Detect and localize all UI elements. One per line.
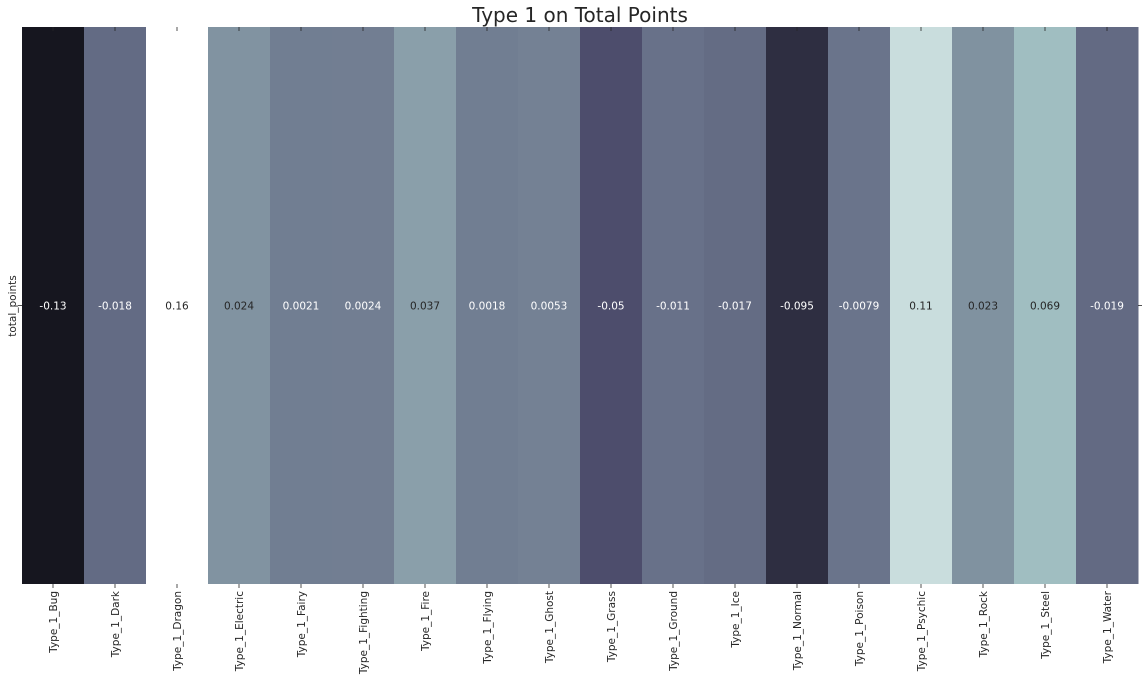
x-tick-label: Type_1_Poison — [854, 591, 866, 667]
cell-value-label: 0.0018 — [469, 301, 506, 313]
cell-value-label: -0.05 — [597, 301, 624, 313]
cell-value-label: 0.0021 — [283, 301, 320, 313]
x-tick-label: Type_1_Fairy — [296, 591, 308, 658]
heatmap-cell — [828, 27, 891, 584]
cell-value-label: -0.017 — [718, 301, 752, 313]
x-axis-ticks: Type_1_Bug Type_1_Dark Type_1_Dragon Type_1… — [18, 27, 1142, 675]
heatmap-cell — [580, 27, 643, 584]
cell-value-label: -0.095 — [780, 301, 814, 313]
x-tick-label: Type_1_Rock — [978, 590, 990, 658]
heatmap-cell — [22, 27, 85, 584]
y-tick-label: total_points — [7, 275, 19, 337]
cell-value-label: 0.0053 — [531, 301, 568, 313]
heatmap-cell — [332, 27, 395, 584]
heatmap-cell — [208, 27, 271, 584]
cell-value-label: -0.019 — [1090, 301, 1124, 313]
x-tick-label: Type_1_Grass — [606, 591, 618, 663]
x-tick-label: Type_1_Dragon — [172, 591, 184, 672]
cell-value-label: -0.0079 — [839, 301, 880, 313]
x-tick-label: Type_1_Water — [1102, 590, 1114, 664]
x-tick-label: Type_1_Ghost — [544, 591, 556, 664]
heatmap-cell — [146, 27, 209, 584]
cell-value-label: 0.023 — [968, 301, 998, 313]
heatmap-cell — [1076, 27, 1139, 584]
heatmap-cell — [766, 27, 829, 584]
x-tick-label: Type_1_Ice — [730, 591, 742, 649]
x-tick-label: Type_1_Electric — [234, 591, 246, 672]
cell-value-label: 0.037 — [410, 301, 440, 313]
cell-value-label: -0.13 — [39, 301, 66, 313]
x-tick-label: Type_1_Fighting — [358, 591, 370, 675]
heatmap-cells: -0.13 -0.018 0.16 0.024 0.0021 0.0024 0.037 0.0… — [22, 27, 1139, 584]
x-tick-label: Type_1_Fire — [420, 591, 432, 652]
heatmap-cell — [952, 27, 1015, 584]
heatmap-cell — [270, 27, 333, 584]
cell-value-label: 0.0024 — [345, 301, 382, 313]
x-tick-label: Type_1_Flying — [482, 591, 494, 665]
x-tick-label: Type_1_Ground — [668, 591, 680, 672]
cell-value-label: 0.11 — [909, 301, 932, 313]
heatmap-cell — [518, 27, 581, 584]
cell-value-label: 0.069 — [1030, 301, 1060, 313]
x-tick-label: Type_1_Psychic — [916, 591, 928, 672]
heatmap-cell — [890, 27, 953, 584]
x-tick-label: Type_1_Bug — [48, 591, 60, 654]
heatmap-cell — [84, 27, 147, 584]
heatmap-cell — [456, 27, 519, 584]
heatmap-cell — [642, 27, 705, 584]
heatmap-cell — [394, 27, 457, 584]
cell-value-label: 0.024 — [224, 301, 254, 313]
chart-title: Type 1 on Total Points — [471, 3, 688, 27]
x-tick-label: Type_1_Steel — [1040, 591, 1052, 660]
heatmap-cell — [1014, 27, 1077, 584]
cell-value-label: -0.011 — [656, 301, 690, 313]
x-tick-label: Type_1_Normal — [792, 591, 804, 671]
x-tick-label: Type_1_Dark — [110, 590, 122, 658]
cell-value-label: -0.018 — [98, 301, 132, 313]
heatmap-cell — [704, 27, 767, 584]
cell-value-label: 0.16 — [165, 301, 189, 313]
